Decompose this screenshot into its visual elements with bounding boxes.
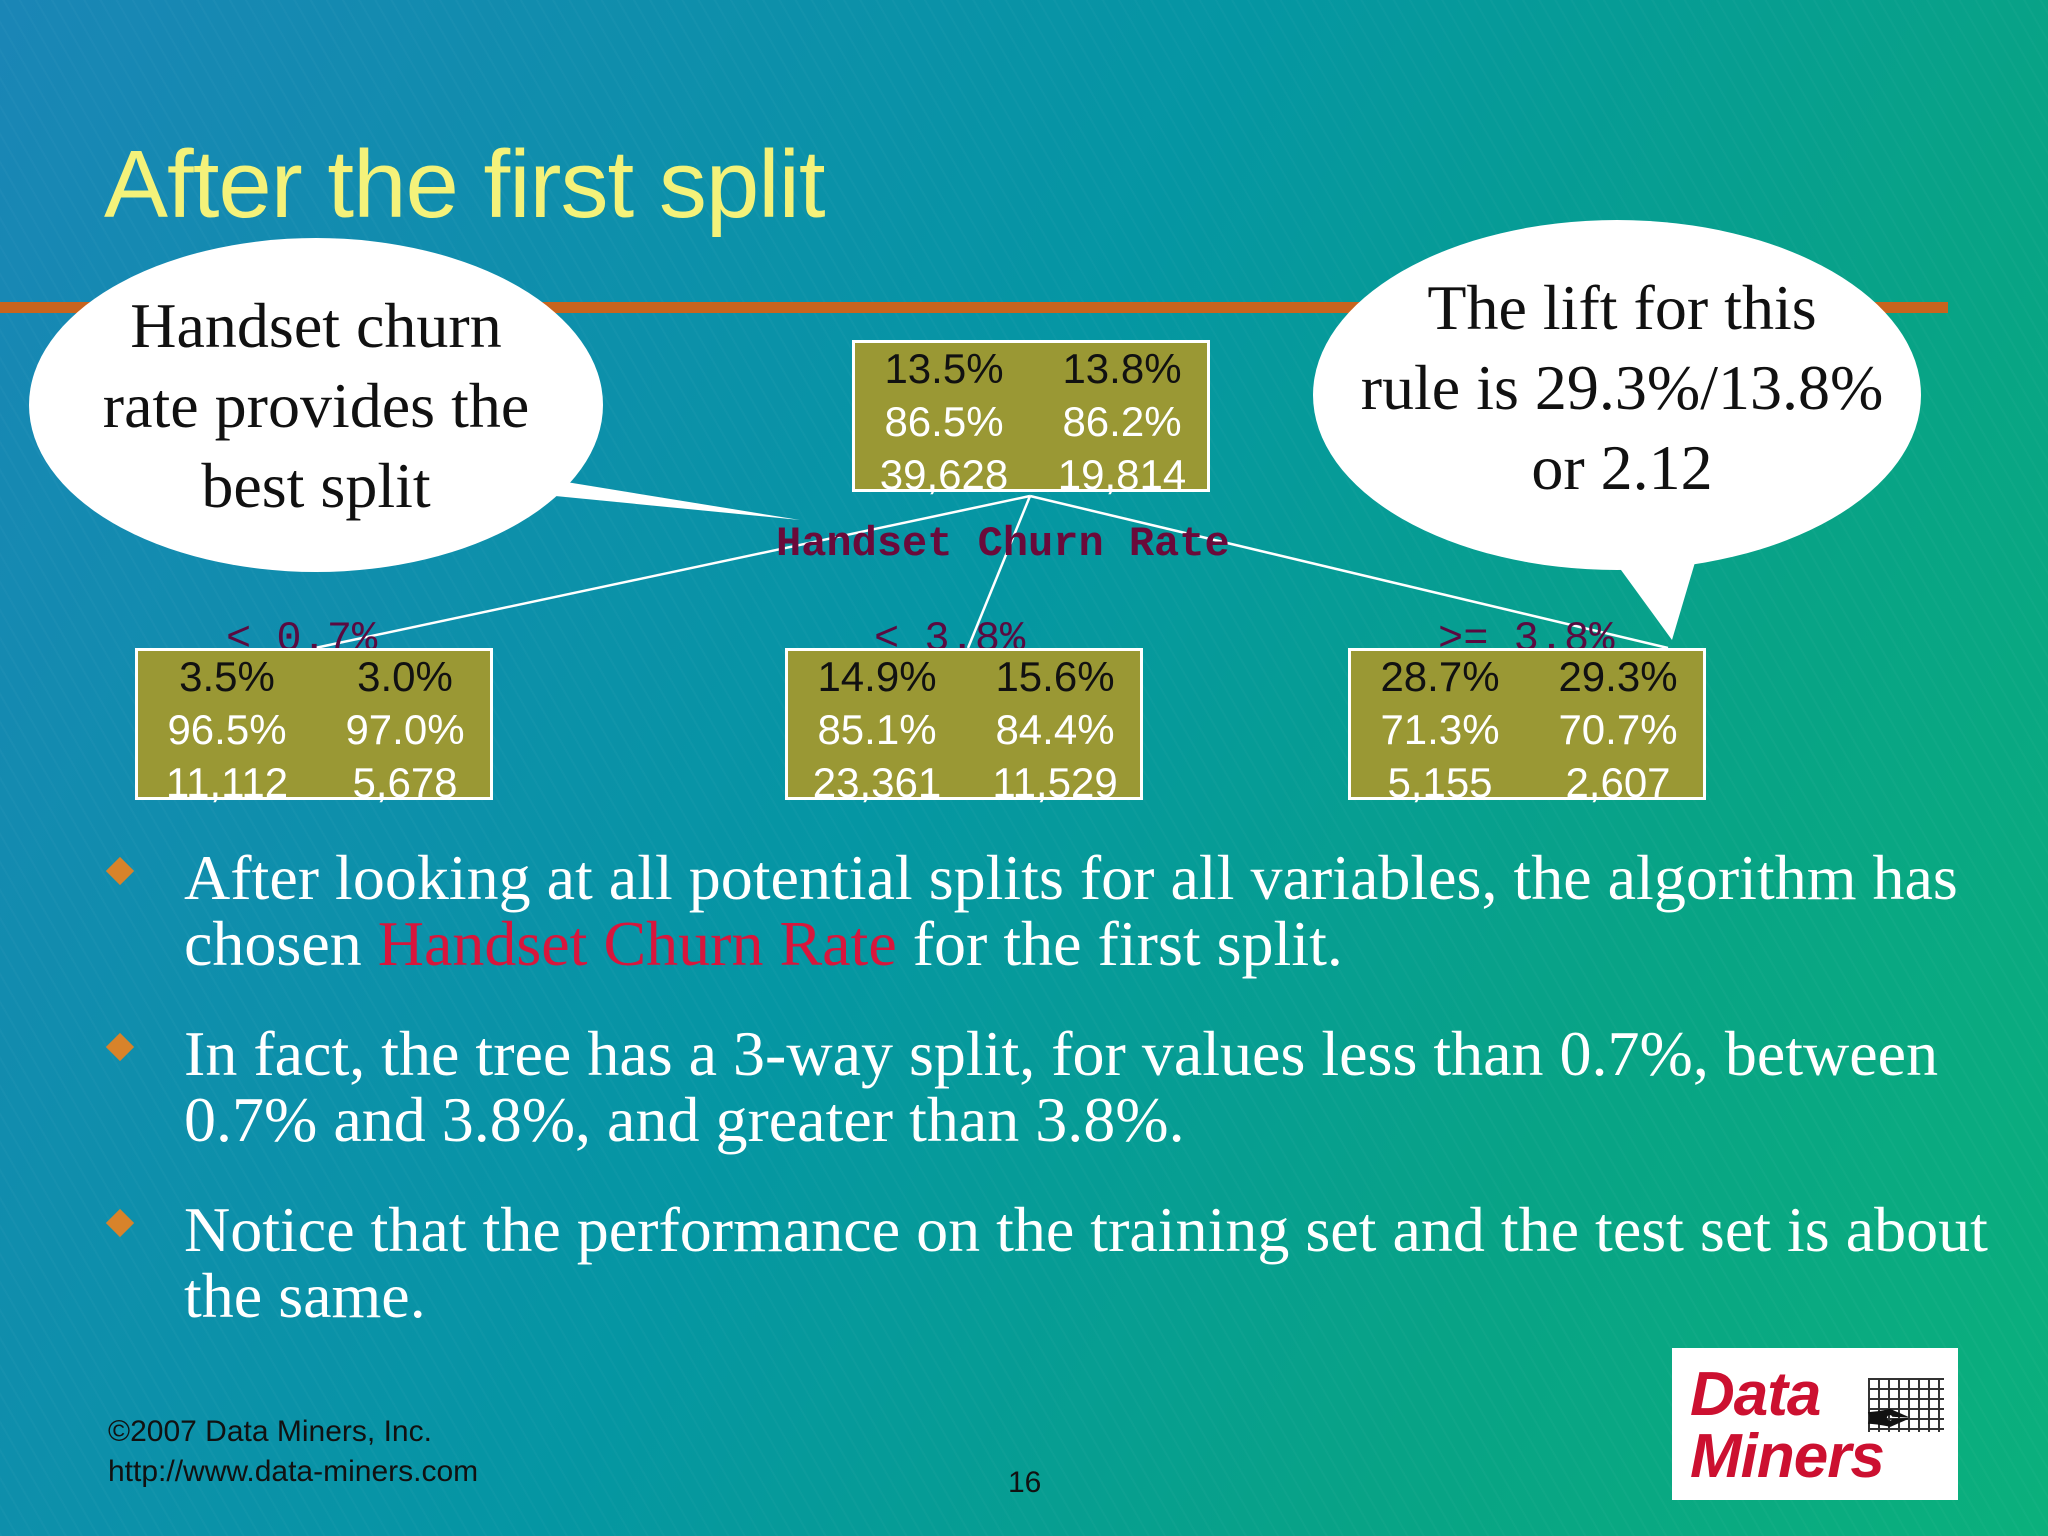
node-row: 39,628 19,814 bbox=[855, 449, 1207, 502]
node-cell-train: 71.3% bbox=[1380, 706, 1500, 753]
bullet-item: After looking at all potential splits fo… bbox=[105, 842, 1988, 979]
node-cell-test: 86.2% bbox=[1062, 398, 1182, 445]
branch-line-mid bbox=[966, 495, 1032, 649]
tree-branches bbox=[314, 494, 1669, 650]
slide-title: After the first split bbox=[104, 131, 826, 238]
node-row: 23,361 11,529 bbox=[788, 757, 1140, 810]
page-number: 16 bbox=[1008, 1466, 1042, 1499]
node-row: 96.5% 97.0% bbox=[138, 704, 490, 757]
node-row: 11,112 5,678 bbox=[138, 757, 490, 810]
node-cell-train: 3.5% bbox=[179, 653, 275, 700]
node-cell-test: 19,814 bbox=[1057, 451, 1187, 498]
copyright-text: ©2007 Data Miners, Inc. bbox=[108, 1415, 432, 1448]
bullet-text: In fact, the tree has a 3-way split, for… bbox=[184, 1018, 1939, 1155]
node-cell-test: 3.0% bbox=[357, 653, 453, 700]
node-cell-test: 97.0% bbox=[345, 706, 465, 753]
bullet-text: for the first split. bbox=[896, 908, 1343, 979]
right-callout-line: rule is 29.3%/13.8% bbox=[1360, 352, 1884, 423]
data-miners-logo: ✒ Data Miners bbox=[1672, 1348, 1958, 1500]
left-callout-text: Handset churn rate provides the best spl… bbox=[66, 286, 566, 526]
tree-node-mid: 14.9% 15.6% 85.1% 84.4% 23,361 11,529 bbox=[785, 648, 1143, 806]
footer: ©2007 Data Miners, Inc. http://www.data-… bbox=[108, 1412, 478, 1492]
node-cell-train: 11,112 bbox=[165, 759, 289, 806]
node-cell-test: 15.6% bbox=[995, 653, 1115, 700]
node-cell-test: 13.8% bbox=[1062, 345, 1182, 392]
node-cell-train: 28.7% bbox=[1380, 653, 1500, 700]
right-callout-text: The lift for this rule is 29.3%/13.8% or… bbox=[1322, 268, 1922, 508]
node-cell-train: 85.1% bbox=[817, 706, 937, 753]
highlighted-term: Handset Churn Rate bbox=[377, 908, 897, 979]
branch-line-low bbox=[314, 494, 1031, 650]
logo-word-data: Data bbox=[1690, 1360, 1821, 1429]
node-cell-test: 70.7% bbox=[1558, 706, 1678, 753]
logo-grid-icon bbox=[1868, 1378, 1944, 1432]
diamond-bullet-icon bbox=[105, 1032, 135, 1062]
bullet-item: Notice that the performance on the train… bbox=[105, 1194, 1988, 1331]
node-cell-test: 11,529 bbox=[992, 759, 1118, 806]
node-row: 28.7% 29.3% bbox=[1351, 651, 1703, 704]
node-row: 71.3% 70.7% bbox=[1351, 704, 1703, 757]
node-cell-train: 23,361 bbox=[812, 759, 942, 806]
node-cell-test: 2,607 bbox=[1565, 759, 1671, 806]
quill-icon: ✒ bbox=[1864, 1385, 1913, 1453]
logo-word-miners: Miners bbox=[1690, 1422, 1885, 1491]
node-cell-train: 86.5% bbox=[884, 398, 1004, 445]
bullet-text: Notice that the performance on the train… bbox=[184, 1194, 1988, 1331]
footer-url[interactable]: http://www.data-miners.com bbox=[108, 1455, 479, 1488]
left-callout-line: rate provides the bbox=[102, 370, 530, 441]
node-cell-test: 84.4% bbox=[995, 706, 1115, 753]
left-callout-bubble bbox=[29, 238, 800, 572]
diamond-bullet-icon bbox=[105, 856, 135, 886]
title-underline-bar bbox=[0, 302, 1948, 313]
bullet-text: After looking at all potential splits fo… bbox=[184, 842, 1958, 979]
node-cell-train: 96.5% bbox=[167, 706, 287, 753]
node-cell-train: 13.5% bbox=[884, 345, 1004, 392]
node-row: 3.5% 3.0% bbox=[138, 651, 490, 704]
bullet-item: In fact, the tree has a 3-way split, for… bbox=[105, 1018, 1988, 1155]
node-cell-train: 39,628 bbox=[879, 451, 1009, 498]
left-callout-line: best split bbox=[201, 450, 431, 521]
left-callout-line: Handset churn bbox=[130, 290, 502, 361]
node-row: 14.9% 15.6% bbox=[788, 651, 1140, 704]
right-callout-line: or 2.12 bbox=[1531, 432, 1713, 503]
right-callout-bubble bbox=[1313, 220, 1921, 640]
node-cell-train: 5,155 bbox=[1387, 759, 1493, 806]
node-cell-train: 14.9% bbox=[817, 653, 937, 700]
bullet-list: After looking at all potential splits fo… bbox=[105, 842, 1988, 1373]
branch-line-high bbox=[1029, 494, 1669, 650]
node-row: 5,155 2,607 bbox=[1351, 757, 1703, 810]
node-row: 13.5% 13.8% bbox=[855, 343, 1207, 396]
right-callout-line: The lift for this bbox=[1427, 272, 1817, 343]
diamond-bullet-icon bbox=[105, 1208, 135, 1238]
node-row: 85.1% 84.4% bbox=[788, 704, 1140, 757]
tree-node-high: 28.7% 29.3% 71.3% 70.7% 5,155 2,607 bbox=[1348, 648, 1706, 806]
tree-node-root: 13.5% 13.8% 86.5% 86.2% 39,628 19,814 bbox=[852, 340, 1210, 498]
node-cell-test: 29.3% bbox=[1558, 653, 1678, 700]
node-cell-test: 5,678 bbox=[352, 759, 458, 806]
tree-node-low: 3.5% 3.0% 96.5% 97.0% 11,112 5,678 bbox=[135, 648, 493, 806]
node-row: 86.5% 86.2% bbox=[855, 396, 1207, 449]
split-variable-label: Handset Churn Rate bbox=[776, 520, 1230, 568]
